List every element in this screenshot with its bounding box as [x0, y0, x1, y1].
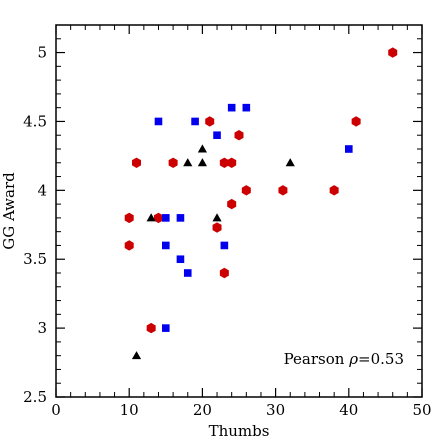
square-point [154, 117, 163, 126]
x-tick-label: 50 [412, 401, 431, 419]
annotation-prefix: Pearson [284, 350, 350, 368]
square-point [345, 145, 353, 153]
hexagon-point [329, 185, 339, 196]
square-point [162, 241, 170, 250]
hexagon-point [219, 157, 229, 168]
hexagon-point [278, 185, 288, 196]
square-point [183, 269, 192, 277]
plot-frame [55, 24, 423, 398]
hexagon-point [146, 322, 156, 334]
hexagon-point [124, 240, 134, 251]
hexagon-point [388, 47, 398, 58]
y-tick-label: 2.5 [23, 388, 47, 406]
hexagon-point [124, 212, 134, 224]
square-point [227, 103, 236, 112]
tick-labels: 0 10 20 30 40 50 2.5 3 3.5 4 4.5 5 [23, 44, 431, 419]
square-point [176, 255, 185, 264]
square-point [176, 214, 185, 222]
square-point [191, 117, 199, 126]
annotation-value: =0.53 [358, 350, 404, 368]
square-point [242, 103, 251, 112]
data-points [124, 47, 398, 360]
y-tick-label: 4.5 [23, 112, 47, 130]
x-tick-label: 0 [51, 401, 61, 419]
annotation-symbol: ρ [348, 350, 358, 368]
hexagon-point [234, 130, 244, 141]
y-tick-label: 3 [37, 319, 47, 337]
hexagon-point [153, 212, 163, 224]
hexagon-point [241, 185, 251, 196]
square-point [162, 214, 170, 222]
hexagon-point [227, 198, 237, 210]
x-tick-label: 40 [339, 401, 358, 419]
hexagon-point [205, 116, 215, 127]
square-point [162, 324, 170, 332]
x-tick-label: 10 [120, 401, 139, 419]
hexagon-point [227, 157, 237, 168]
y-tick-label: 5 [37, 44, 47, 62]
triangle-point [197, 144, 207, 153]
y-tick-label: 3.5 [23, 250, 47, 268]
triangle-point [131, 351, 142, 360]
triangle-point [285, 158, 295, 167]
square-point [220, 241, 229, 250]
x-tick-label: 30 [266, 401, 285, 419]
triangle-point [212, 213, 222, 222]
triangle-point [197, 158, 207, 167]
hexagon-point [132, 157, 142, 168]
hexagon-point [212, 222, 222, 233]
x-axis-title: Thumbs [209, 422, 270, 440]
x-tick-label: 20 [193, 401, 212, 419]
correlation-annotation: Pearson ρ=0.53 [284, 350, 404, 368]
hexagon-point [219, 267, 229, 279]
hexagon-point [168, 157, 178, 168]
y-axis-title: GG Award [0, 172, 18, 250]
triangle-point [183, 158, 193, 167]
square-point [213, 131, 221, 140]
triangle-point [146, 213, 156, 222]
y-tick-label: 4 [37, 181, 47, 199]
hexagon-point [351, 116, 361, 127]
